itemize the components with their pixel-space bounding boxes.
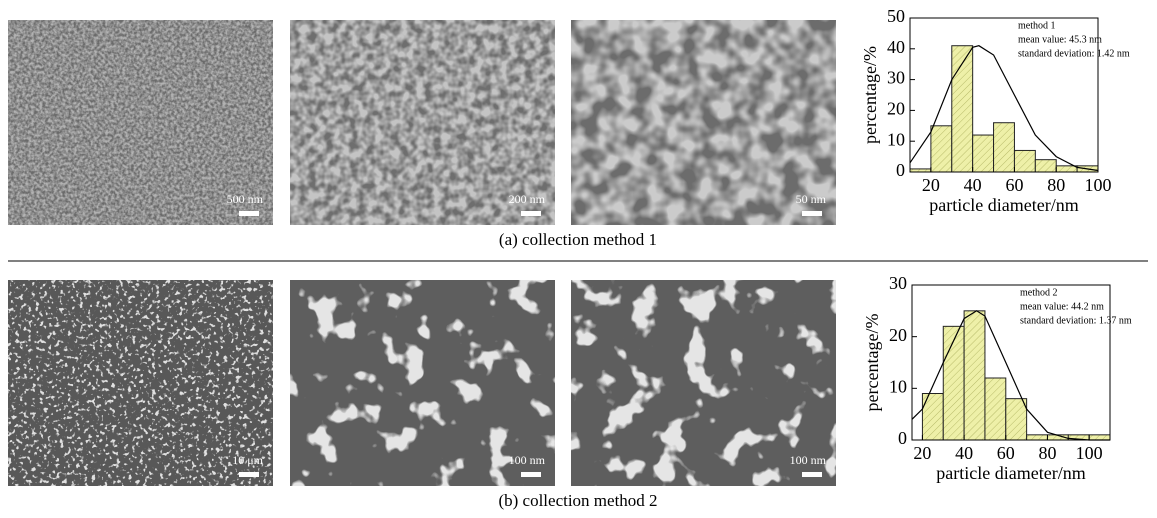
y-axis-label: percentage/%	[860, 46, 880, 144]
annotation: method 1	[1018, 20, 1056, 31]
scale-bar-label: 500 nm	[227, 192, 264, 206]
bar	[1006, 399, 1027, 440]
scale-bar-label: 50 nm	[796, 192, 827, 206]
annotation: standard deviation: 1.42 nm	[1018, 48, 1130, 59]
figure: (a) collection method 1 500 nm 200 nm 50 nm…	[0, 0, 1157, 513]
y-tick-label: 40	[887, 37, 905, 57]
bar	[994, 123, 1015, 172]
x-tick-label: 20	[922, 175, 940, 195]
bar	[943, 326, 964, 440]
scale-bar-label: 200 nm	[509, 192, 546, 206]
caption: (a) collection method 1	[499, 230, 657, 249]
bar	[1027, 435, 1048, 440]
scale-bar	[802, 472, 822, 477]
bar	[952, 46, 973, 172]
annotation: standard deviation: 1.37 nm	[1020, 315, 1132, 326]
x-tick-label: 60	[997, 443, 1015, 463]
y-tick-label: 50	[887, 6, 905, 26]
annotation: mean value: 44.2 nm	[1020, 301, 1104, 312]
histogram: 0 10 20 30 40 50 20 40 60 80 100 particle diameter/…	[860, 6, 1130, 215]
y-tick-label: 30	[887, 68, 905, 88]
annotation: method 2	[1020, 287, 1058, 298]
y-axis-label: percentage/%	[862, 314, 882, 412]
scale-bar	[521, 211, 541, 216]
y-tick-label: 10	[887, 129, 905, 149]
bar	[985, 378, 1006, 440]
bar	[922, 394, 943, 441]
bar	[1089, 435, 1110, 440]
annotation: mean value: 45.3 nm	[1018, 34, 1102, 45]
y-tick-label: 0	[898, 428, 907, 448]
scale-bar-label: 10 μm	[232, 453, 263, 467]
x-tick-label: 20	[913, 443, 931, 463]
scale-bar	[239, 472, 259, 477]
caption: (b) collection method 2	[498, 491, 657, 510]
y-tick-label: 20	[887, 99, 905, 119]
bar	[973, 135, 994, 172]
scale-bar-label: 100 nm	[509, 453, 546, 467]
x-tick-label: 40	[964, 175, 982, 195]
x-axis-label: particle diameter/nm	[929, 195, 1078, 215]
x-tick-label: 100	[1076, 443, 1103, 463]
bar	[931, 126, 952, 172]
scale-bar-label: 100 nm	[790, 453, 827, 467]
scale-bar	[802, 211, 822, 216]
x-tick-label: 60	[1005, 175, 1023, 195]
x-tick-label: 80	[1047, 175, 1065, 195]
x-axis-label: particle diameter/nm	[936, 463, 1085, 483]
bar	[964, 311, 985, 440]
y-tick-label: 10	[889, 376, 907, 396]
bar	[1035, 160, 1056, 172]
sem-images	[8, 20, 836, 486]
y-tick-label: 30	[889, 273, 907, 293]
bar	[1014, 150, 1035, 172]
bar	[1056, 166, 1077, 172]
x-tick-label: 40	[955, 443, 973, 463]
x-tick-label: 100	[1085, 175, 1112, 195]
scale-bar	[239, 211, 259, 216]
scale-bar	[521, 472, 541, 477]
x-tick-label: 80	[1038, 443, 1056, 463]
y-tick-label: 20	[889, 325, 907, 345]
y-tick-label: 0	[896, 160, 905, 180]
